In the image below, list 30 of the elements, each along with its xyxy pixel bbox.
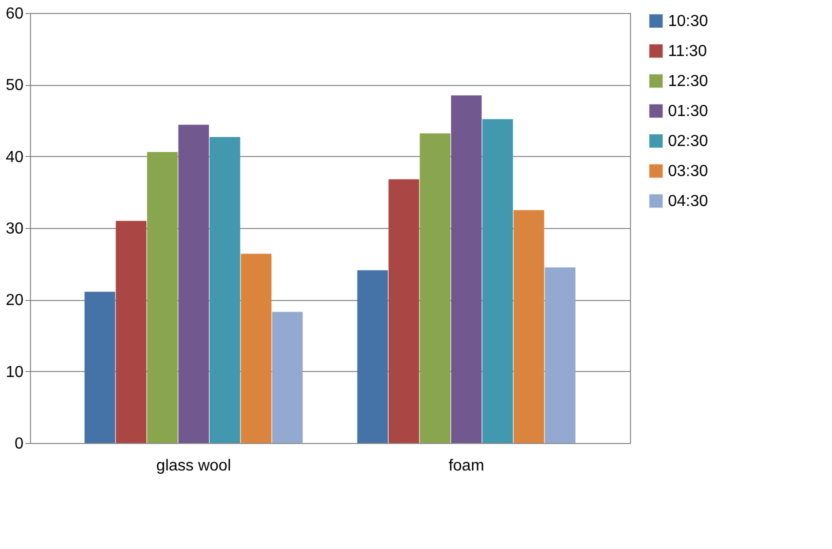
bar <box>482 119 513 443</box>
legend-label: 02:30 <box>668 133 708 150</box>
y-tick-label: 50 <box>6 77 24 94</box>
bar <box>84 292 116 443</box>
legend-label: 11:30 <box>668 43 707 60</box>
bar <box>388 179 420 443</box>
bar <box>147 152 178 443</box>
y-tick-label: 10 <box>6 364 24 381</box>
bar <box>420 133 450 443</box>
bar <box>116 220 146 443</box>
y-tick-label: 30 <box>6 220 24 238</box>
legend-label: 04:30 <box>668 193 708 210</box>
y-tick-label: 60 <box>6 6 24 22</box>
legend-label: 10:30 <box>668 13 708 30</box>
bar <box>272 312 303 443</box>
y-tick-label: 0 <box>14 436 24 452</box>
legend-label: 03:30 <box>668 163 708 180</box>
bar <box>240 254 272 443</box>
bar <box>210 136 240 443</box>
legend-label: 01:30 <box>668 103 708 120</box>
y-tick-label: 20 <box>6 292 24 310</box>
bar <box>514 210 544 443</box>
legend-label: 12:30 <box>668 73 708 90</box>
bar <box>178 124 209 443</box>
bar <box>357 270 388 443</box>
bar <box>451 95 482 443</box>
y-tick-label: 40 <box>6 148 24 166</box>
bar <box>544 267 576 443</box>
x-tick-label: glass wool <box>156 458 231 474</box>
x-tick-label: foam <box>448 458 484 474</box>
